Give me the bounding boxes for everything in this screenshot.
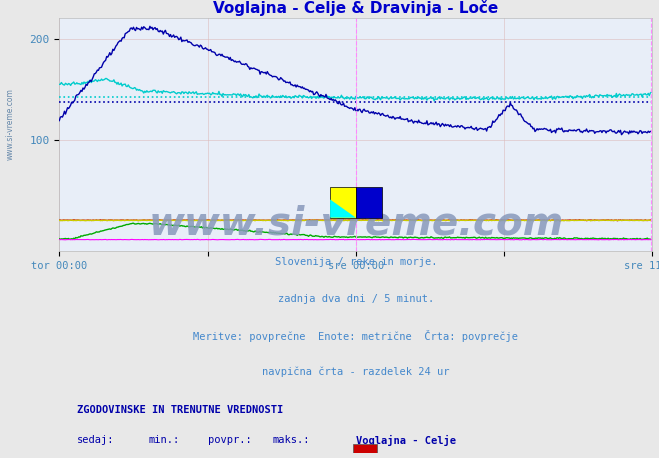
Text: www.si-vreme.com: www.si-vreme.com <box>148 204 563 242</box>
Text: maks.:: maks.: <box>273 435 310 445</box>
Text: zadnja dva dni / 5 minut.: zadnja dva dni / 5 minut. <box>277 294 434 304</box>
Bar <box>356 187 382 218</box>
Text: Meritve: povprečne  Enote: metrične  Črta: povprečje: Meritve: povprečne Enote: metrične Črta:… <box>193 330 519 342</box>
Bar <box>353 444 377 458</box>
Bar <box>330 187 356 218</box>
Text: Slovenija / reke in morje.: Slovenija / reke in morje. <box>275 257 437 267</box>
Text: www.si-vreme.com: www.si-vreme.com <box>5 88 14 159</box>
Text: sedaj:: sedaj: <box>77 435 115 445</box>
Text: Voglajna - Celje: Voglajna - Celje <box>356 435 456 446</box>
Text: povpr.:: povpr.: <box>208 435 251 445</box>
Polygon shape <box>330 199 356 218</box>
Text: navpična črta - razdelek 24 ur: navpična črta - razdelek 24 ur <box>262 366 449 377</box>
Text: ZGODOVINSKE IN TRENUTNE VREDNOSTI: ZGODOVINSKE IN TRENUTNE VREDNOSTI <box>77 405 283 415</box>
Title: Voglajna - Celje & Dravinja - Loče: Voglajna - Celje & Dravinja - Loče <box>214 0 498 16</box>
Text: min.:: min.: <box>148 435 179 445</box>
